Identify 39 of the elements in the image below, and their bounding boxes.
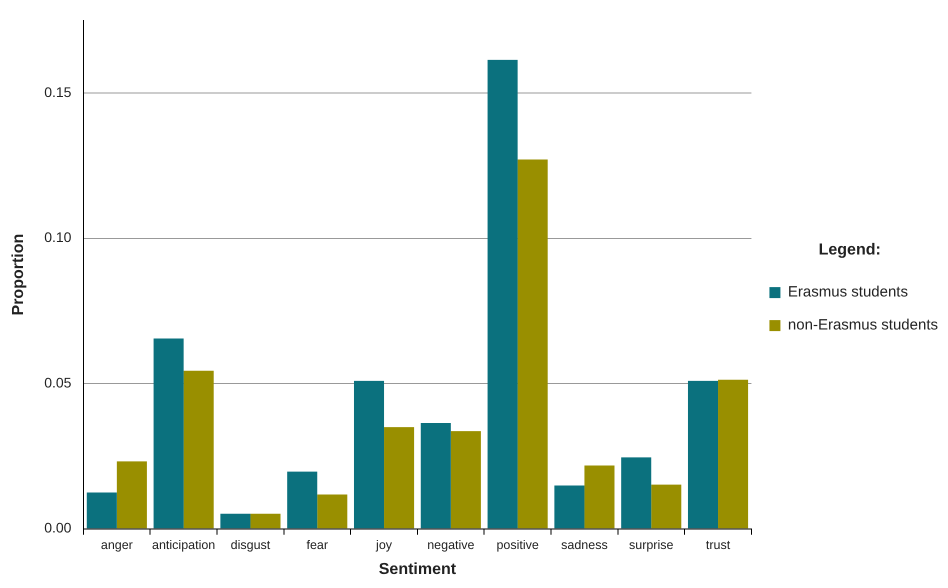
x-tick-label: positive	[496, 538, 539, 552]
y-tick-label: 0.05	[44, 374, 72, 390]
y-tick-label: 0.10	[44, 229, 72, 246]
bar	[86, 492, 117, 528]
bar	[220, 514, 250, 528]
y-axis-title: Proportion	[10, 234, 28, 316]
legend-label: non-Erasmus students	[788, 316, 938, 334]
bar	[488, 60, 518, 528]
bar	[420, 423, 451, 528]
bar	[116, 461, 147, 528]
bar	[317, 494, 348, 528]
bar	[621, 457, 652, 528]
legend-title: Legend:	[818, 241, 881, 258]
bar	[250, 514, 280, 528]
bar	[354, 380, 384, 528]
bar	[154, 338, 184, 528]
bar	[554, 486, 584, 528]
bar	[651, 484, 682, 528]
bar	[184, 370, 214, 528]
x-tick-label: anger	[100, 538, 133, 552]
y-tick-label: 0.00	[44, 520, 72, 536]
x-tick-label: joy	[375, 538, 393, 552]
bar	[287, 472, 318, 528]
bar	[688, 380, 718, 528]
x-tick-label: anticipation	[152, 538, 216, 552]
bar	[450, 431, 481, 528]
x-tick-label: trust	[706, 538, 731, 552]
y-tick-label: 0.15	[44, 84, 72, 100]
bar	[584, 465, 614, 528]
x-tick-label: surprise	[628, 538, 674, 552]
bar	[718, 380, 748, 528]
x-tick-label: fear	[306, 538, 328, 552]
x-tick-label: sadness	[561, 538, 608, 552]
x-axis-title: Sentiment	[378, 560, 457, 578]
x-tick-label: disgust	[230, 538, 271, 552]
bar	[384, 427, 414, 528]
x-tick-label: negative	[427, 538, 475, 552]
bar	[518, 160, 548, 528]
legend-label: Erasmus students	[788, 284, 908, 301]
